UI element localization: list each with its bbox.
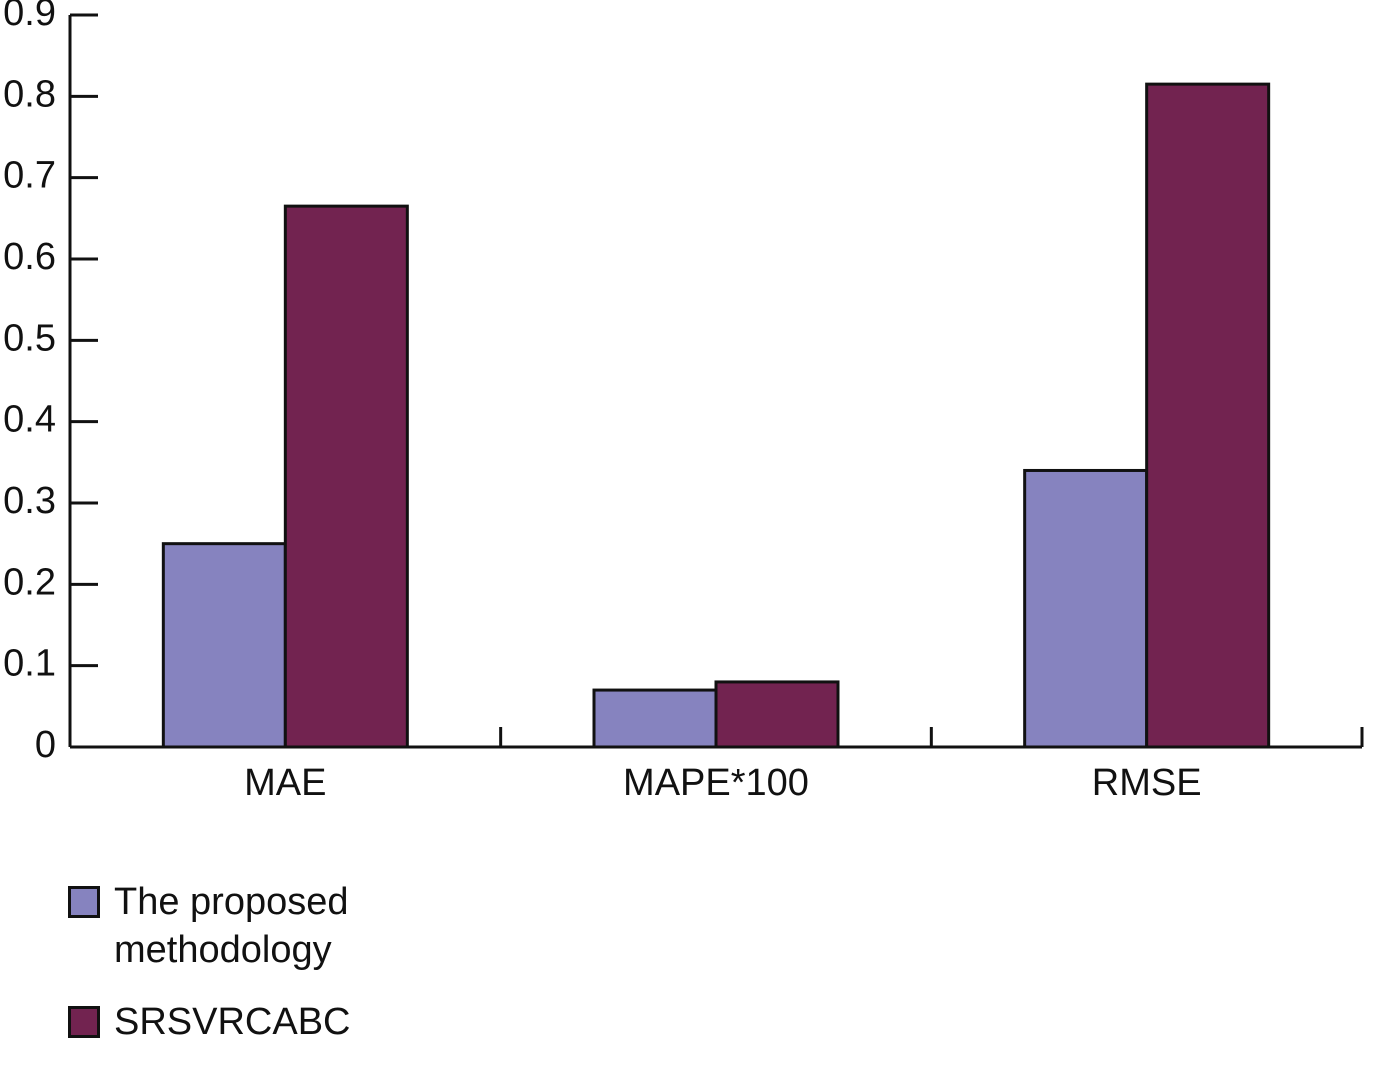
x-tick-label: MAPE*100: [623, 762, 809, 804]
y-tick-label: 0.7: [3, 155, 56, 197]
y-tick-label: 0.3: [3, 480, 56, 522]
y-tick-label: 0: [35, 724, 56, 766]
bar: [283, 204, 409, 749]
legend-label: SRSVRCABC: [114, 1001, 351, 1043]
legend-item: SRSVRCABC: [68, 998, 428, 1046]
x-tick-label: MAE: [244, 762, 326, 804]
legend-swatch: [68, 886, 100, 918]
y-tick-label: 0.2: [3, 561, 56, 603]
bar: [1145, 82, 1271, 749]
x-tick-label: RMSE: [1092, 762, 1202, 804]
y-tick-label: 0.8: [3, 73, 56, 115]
legend-item: The proposed methodology: [68, 878, 428, 974]
bar: [714, 680, 840, 749]
legend: The proposed methodology SRSVRCABC: [68, 878, 428, 1070]
y-tick-label: 0.6: [3, 236, 56, 278]
legend-swatch: [68, 1006, 100, 1038]
legend-label: The proposed methodology: [114, 881, 349, 971]
y-tick-label: 0.1: [3, 643, 56, 685]
bar: [1023, 468, 1149, 749]
bar: [161, 542, 287, 749]
y-tick-label: 0.5: [3, 317, 56, 359]
y-tick-label: 0.9: [3, 0, 56, 34]
chart: 0 0.1 0.2 0.3 0.4 0.5 0.6 0.7 0.8 0.9 MAE MAPE*100 R…: [3, 0, 1364, 804]
bar: [592, 688, 718, 749]
y-tick-label: 0.4: [3, 399, 56, 441]
